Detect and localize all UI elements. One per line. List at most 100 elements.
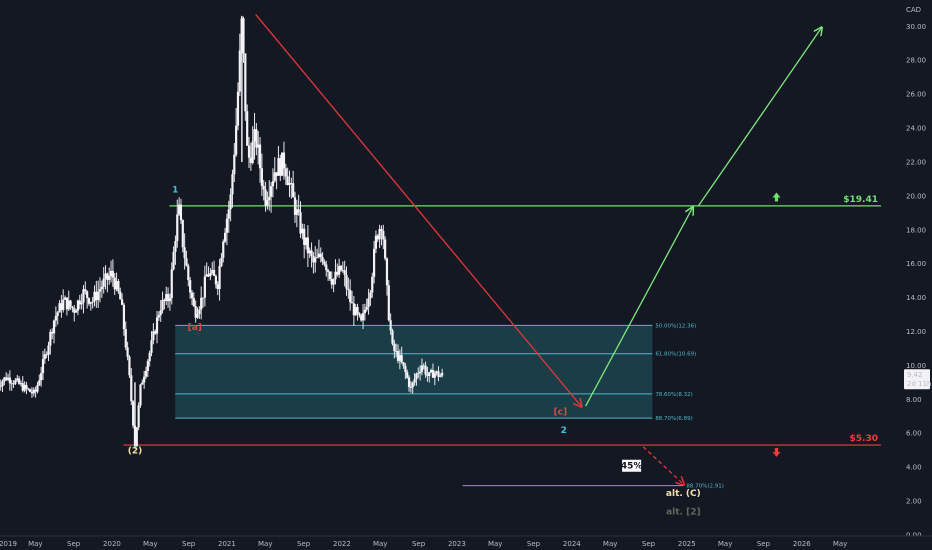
price-candle-body bbox=[113, 277, 116, 290]
price-candle-body bbox=[34, 389, 37, 392]
price-candle-body bbox=[108, 276, 111, 280]
price-candle-body bbox=[176, 214, 179, 242]
price-candle-body bbox=[371, 276, 374, 293]
price-candle-body bbox=[58, 303, 61, 313]
price-candle-body bbox=[117, 280, 120, 292]
price-candle-body bbox=[246, 111, 249, 146]
price-candle-body bbox=[319, 253, 322, 258]
price-candle-body bbox=[328, 271, 332, 279]
price-candle-body bbox=[354, 306, 357, 316]
y-tick-label: 14.00 bbox=[906, 294, 926, 302]
price-candle-body bbox=[426, 374, 429, 376]
y-tick-label: 20.00 bbox=[906, 192, 926, 200]
price-candle-body bbox=[78, 300, 81, 305]
price-candle-body bbox=[97, 291, 100, 301]
price-candle-body bbox=[135, 427, 138, 447]
price-candle-body bbox=[269, 186, 273, 197]
currency-label: CAD bbox=[906, 6, 921, 14]
price-candle-body bbox=[439, 375, 442, 377]
price-candle-body bbox=[286, 176, 289, 185]
price-candle-body bbox=[212, 269, 216, 276]
price-candle-body bbox=[264, 189, 267, 206]
fib-level-label: 88.70%(6.89) bbox=[655, 416, 693, 422]
price-candle-body bbox=[332, 279, 335, 285]
price-candle-body bbox=[165, 294, 168, 302]
price-candle-body bbox=[32, 389, 35, 394]
price-candle-body bbox=[192, 298, 195, 307]
price-candle-body bbox=[122, 304, 126, 330]
price-candle-body bbox=[428, 372, 431, 376]
price-candle-body bbox=[40, 373, 43, 381]
price-candle-body bbox=[292, 183, 295, 198]
x-tick-label: Sep bbox=[642, 540, 656, 548]
green-up-arrow bbox=[585, 208, 693, 407]
y-tick-label: 2.00 bbox=[906, 498, 922, 506]
price-candle-body bbox=[323, 261, 326, 265]
price-candle-body bbox=[404, 365, 407, 373]
price-candle-body bbox=[207, 274, 210, 277]
price-candle-body bbox=[49, 331, 52, 346]
price-candle-body bbox=[418, 371, 422, 374]
price-candle-body bbox=[273, 172, 276, 182]
price-candle-body bbox=[12, 383, 15, 385]
y-tick-label: 22.00 bbox=[906, 158, 926, 166]
price-candle-body bbox=[222, 241, 225, 258]
price-candle-body bbox=[170, 269, 173, 299]
price-candle-body bbox=[63, 297, 67, 300]
price-candle-body bbox=[304, 237, 308, 245]
price-candle-body bbox=[312, 256, 315, 263]
price-candle-body bbox=[350, 302, 354, 304]
price-candle-body bbox=[205, 274, 208, 277]
fib-level-label: 50.00%(12.36) bbox=[655, 323, 696, 329]
price-candle-body bbox=[168, 298, 172, 302]
price-candle-body bbox=[62, 299, 65, 310]
price-candle-body bbox=[82, 289, 85, 303]
price-candle-body bbox=[242, 18, 245, 54]
y-tick-label: 4.00 bbox=[906, 464, 922, 472]
price-candle-body bbox=[139, 384, 142, 406]
last-price-tag bbox=[904, 369, 930, 390]
price-candle-body bbox=[3, 377, 6, 382]
green-long-arrow bbox=[697, 28, 821, 207]
price-candle-body bbox=[214, 275, 217, 285]
price-candle-body bbox=[301, 228, 304, 234]
y-tick-label: 6.00 bbox=[906, 430, 922, 438]
wave-label: [c] bbox=[554, 408, 568, 418]
price-candle-body bbox=[189, 280, 192, 293]
price-candle-body bbox=[93, 291, 96, 302]
fib-level-label: 78.60%(8.32) bbox=[655, 392, 693, 398]
x-tick-label: 2026 bbox=[793, 540, 811, 548]
price-candle-body bbox=[155, 317, 159, 334]
price-candle-body bbox=[161, 299, 164, 311]
price-candle-body bbox=[148, 352, 151, 362]
fib-layer: 50.00%(12.36) 61.80%(10.69) 78.60%(8.32) 88… bbox=[175, 323, 724, 490]
price-candle-body bbox=[106, 273, 109, 280]
price-candle-body bbox=[338, 265, 341, 275]
price-candle-body bbox=[74, 310, 78, 313]
price-candle-body bbox=[27, 388, 30, 390]
price-candle-body bbox=[380, 228, 383, 231]
price-candle-body bbox=[45, 354, 48, 356]
price-candle-body bbox=[157, 315, 160, 318]
level-layer: $19.41 $5.30 bbox=[123, 192, 881, 457]
price-candle-body bbox=[91, 301, 94, 303]
price-candle-body bbox=[277, 158, 280, 176]
price-candle-body bbox=[244, 53, 247, 112]
price-candle-body bbox=[395, 351, 398, 352]
price-candle-body bbox=[293, 197, 297, 215]
y-tick-label: 26.00 bbox=[906, 91, 926, 99]
price-candle-body bbox=[16, 378, 19, 381]
price-candle-body bbox=[308, 250, 311, 254]
price-candle-body bbox=[406, 372, 409, 378]
price-layer bbox=[0, 15, 444, 449]
price-candle-body bbox=[41, 359, 45, 374]
price-candle-body bbox=[430, 370, 433, 373]
support-label: $5.30 bbox=[850, 434, 878, 444]
y-tick-label: 28.00 bbox=[906, 57, 926, 65]
price-candle-body bbox=[69, 300, 72, 307]
price-candle-body bbox=[130, 375, 133, 402]
price-candle-body bbox=[327, 270, 330, 272]
y-tick-label: 16.00 bbox=[906, 260, 926, 268]
